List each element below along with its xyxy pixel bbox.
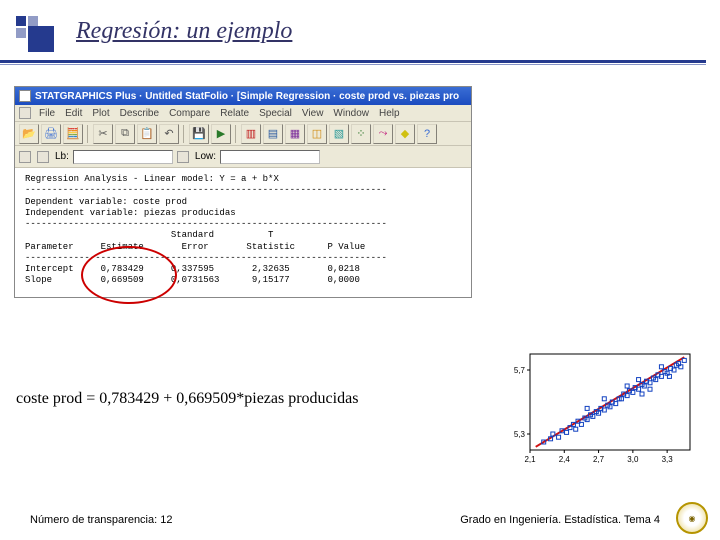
footer-slide-number: Número de transparencia: 12 xyxy=(30,514,172,526)
copy-icon[interactable]: ⧉ xyxy=(115,124,135,144)
regression-output: Regression Analysis - Linear model: Y = … xyxy=(15,168,471,297)
chart3-icon[interactable]: ▦ xyxy=(285,124,305,144)
line-icon[interactable]: ⤳ xyxy=(373,124,393,144)
help-icon[interactable]: ? xyxy=(417,124,437,144)
control-box-icon[interactable] xyxy=(19,107,31,119)
toolbar-secondary: Lb: Low: xyxy=(15,146,471,168)
chart4-icon[interactable]: ◫ xyxy=(307,124,327,144)
tool-icon[interactable] xyxy=(37,151,49,163)
print-icon[interactable]: 🖨 xyxy=(41,124,61,144)
window-title: STATGRAPHICS Plus · Untitled StatFolio ·… xyxy=(35,91,459,102)
menu-edit[interactable]: Edit xyxy=(61,108,86,119)
footer-course: Grado en Ingeniería. Estadística. Tema 4 xyxy=(460,514,660,526)
svg-text:5,3: 5,3 xyxy=(514,430,526,439)
toolbar-separator xyxy=(235,125,237,143)
svg-text:3,0: 3,0 xyxy=(627,455,639,464)
menu-window[interactable]: Window xyxy=(329,108,373,119)
title-underline xyxy=(0,60,706,63)
menu-plot[interactable]: Plot xyxy=(88,108,113,119)
menu-special[interactable]: Special xyxy=(255,108,296,119)
low-label: Low: xyxy=(195,151,216,162)
scatter-plot: 2,1 2,4 2,7 3,0 3,3 5,3 5,7 xyxy=(506,348,696,466)
tool-icon[interactable] xyxy=(177,151,189,163)
open-icon[interactable]: 📂 xyxy=(19,124,39,144)
misc-icon[interactable]: ◆ xyxy=(395,124,415,144)
chart5-icon[interactable]: ▧ xyxy=(329,124,349,144)
undo-icon[interactable]: ↶ xyxy=(159,124,179,144)
toolbar: 📂🖨🧮 ✂⧉📋↶ 💾▶ ▥▤▦◫▧⁘⤳◆? xyxy=(15,122,471,146)
title-logo xyxy=(10,16,62,56)
menu-view[interactable]: View xyxy=(298,108,328,119)
regression-equation: coste prod = 0,783429 + 0,669509*piezas … xyxy=(16,390,358,408)
tool-icon[interactable] xyxy=(19,151,31,163)
slide-title: Regresión: un ejemplo xyxy=(76,18,292,45)
menu-compare[interactable]: Compare xyxy=(165,108,214,119)
toolbar-separator xyxy=(87,125,89,143)
svg-text:2,1: 2,1 xyxy=(524,455,536,464)
scatter-icon[interactable]: ⁘ xyxy=(351,124,371,144)
disk-icon[interactable]: 💾 xyxy=(189,124,209,144)
menu-file[interactable]: File xyxy=(35,108,59,119)
svg-text:5,7: 5,7 xyxy=(514,366,526,375)
chart2-icon[interactable]: ▤ xyxy=(263,124,283,144)
low-input[interactable] xyxy=(220,150,320,164)
lb-label: Lb: xyxy=(55,151,69,162)
run-icon[interactable]: ▶ xyxy=(211,124,231,144)
cut-icon[interactable]: ✂ xyxy=(93,124,113,144)
menubar: FileEditPlotDescribeCompareRelateSpecial… xyxy=(15,105,471,122)
chart1-icon[interactable]: ▥ xyxy=(241,124,261,144)
menu-describe[interactable]: Describe xyxy=(116,108,163,119)
menu-relate[interactable]: Relate xyxy=(216,108,253,119)
highlight-ellipse xyxy=(81,246,177,304)
svg-text:2,7: 2,7 xyxy=(593,455,605,464)
menu-help[interactable]: Help xyxy=(375,108,404,119)
university-seal: ◉ xyxy=(676,502,708,534)
paste-icon[interactable]: 📋 xyxy=(137,124,157,144)
toolbar-separator xyxy=(183,125,185,143)
svg-text:3,3: 3,3 xyxy=(662,455,674,464)
lb-input[interactable] xyxy=(73,150,173,164)
svg-text:2,4: 2,4 xyxy=(559,455,571,464)
calc-icon[interactable]: 🧮 xyxy=(63,124,83,144)
statgraphics-window: STATGRAPHICS Plus · Untitled StatFolio ·… xyxy=(14,86,472,298)
window-titlebar: STATGRAPHICS Plus · Untitled StatFolio ·… xyxy=(15,87,471,105)
app-icon xyxy=(19,90,31,102)
